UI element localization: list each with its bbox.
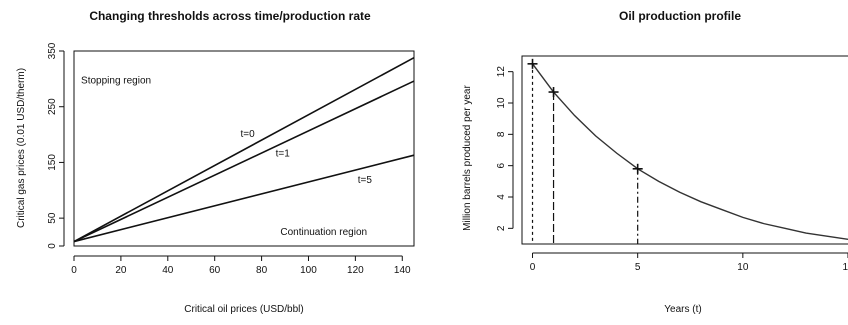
chart1-x-tick-label: 140	[394, 265, 411, 276]
chart1-x-tick-label: 0	[71, 265, 77, 276]
chart2-y-label: Million barrels produced per year	[462, 85, 473, 231]
chart1-title: Changing thresholds across time/producti…	[89, 9, 371, 23]
chart2-plot-frame	[521, 55, 848, 245]
chart1-y-tick-label: 250	[47, 98, 58, 115]
chart1-x-tick-label: 120	[347, 265, 364, 276]
chart2-production-curve	[531, 63, 848, 240]
chart2-y-tick-label: 8	[496, 131, 507, 137]
chart1-y-tick-label: 50	[47, 212, 58, 224]
chart2-x-tick-label: 5	[635, 262, 641, 273]
chart2-x-label: Years (t)	[664, 304, 701, 315]
chart2-y-tick-label: 6	[496, 162, 507, 168]
chart2-x-axis: 0 5 10 15	[530, 252, 848, 273]
thresholds-chart: Changing thresholds across time/producti…	[16, 9, 415, 315]
chart2-x-tick-label: 0	[530, 262, 536, 273]
chart1-y-tick-label: 150	[47, 154, 58, 171]
chart1-x-tick-label: 20	[115, 265, 127, 276]
chart2-y-tick-label: 2	[496, 225, 507, 231]
chart1-y-tick-label: 350	[47, 42, 58, 59]
chart2-y-axis: 2 4 6 8 10 12	[496, 66, 514, 231]
chart2-y-tick-label: 4	[496, 194, 507, 200]
chart1-series	[73, 56, 415, 243]
chart2-y-tick-label: 12	[496, 66, 507, 78]
chart2-markers	[527, 58, 643, 244]
chart1-y-tick-label: 0	[47, 243, 58, 249]
chart1-y-axis: 0 50 150 250 350	[47, 42, 65, 249]
chart1-x-axis: 0 20 40 60 80 100 120 140	[71, 255, 411, 276]
chart2-x-tick-label: 10	[737, 262, 749, 273]
chart1-series-line-t=1	[73, 80, 415, 243]
chart1-annotation: t=5	[358, 175, 373, 186]
chart1-annotation: t=1	[276, 148, 291, 159]
production-chart: Oil production profile 0 5 10 15 2 4 6 8 10 12 Y…	[462, 9, 848, 315]
chart1-annotations: Stopping region Continuation region t=0 t=1…	[81, 75, 372, 238]
chart1-x-tick-label: 60	[209, 265, 221, 276]
chart2-x-tick-label: 15	[842, 262, 848, 273]
chart1-series-line-t=5	[73, 154, 415, 243]
chart1-annotation: Continuation region	[280, 227, 367, 238]
chart1-annotation: Stopping region	[81, 75, 151, 86]
chart1-plot-frame	[73, 50, 415, 247]
chart1-x-tick-label: 100	[300, 265, 317, 276]
chart1-series-line-t=0	[73, 56, 415, 243]
chart2-y-tick-label: 10	[496, 97, 507, 109]
chart2-title: Oil production profile	[619, 9, 741, 23]
chart1-x-label: Critical oil prices (USD/bbl)	[184, 304, 303, 315]
chart2-series	[531, 63, 848, 240]
chart1-x-tick-label: 40	[162, 265, 174, 276]
chart1-annotation: t=0	[240, 129, 255, 140]
chart2-axes-frame	[521, 55, 848, 245]
chart1-y-label: Critical gas prices (0.01 USD/therm)	[16, 68, 27, 228]
chart1-x-tick-label: 80	[256, 265, 268, 276]
